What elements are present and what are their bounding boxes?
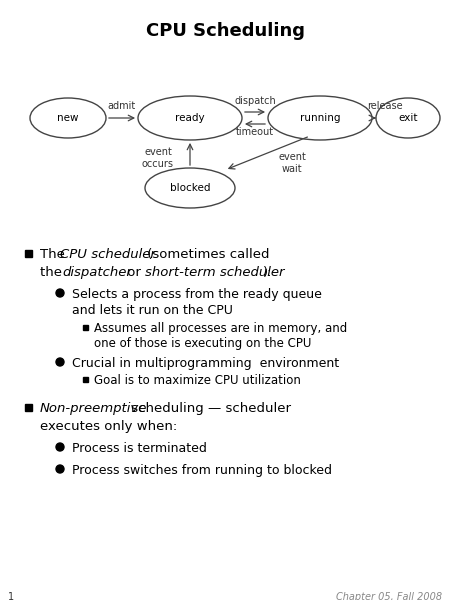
Text: dispatch: dispatch	[234, 96, 276, 106]
Text: CPU Scheduling: CPU Scheduling	[145, 22, 305, 40]
Text: running: running	[300, 113, 340, 123]
Text: blocked: blocked	[170, 183, 210, 193]
Text: Non-preemptive: Non-preemptive	[40, 402, 148, 415]
Text: Goal is to maximize CPU utilization: Goal is to maximize CPU utilization	[94, 374, 301, 387]
Bar	[24, 250, 32, 257]
Text: (sometimes called: (sometimes called	[143, 248, 270, 261]
Text: scheduling — scheduler: scheduling — scheduler	[127, 402, 291, 415]
Circle shape	[56, 443, 64, 451]
Text: ):: ):	[263, 266, 273, 279]
Text: release: release	[367, 101, 403, 111]
Text: Crucial in multiprogramming  environment: Crucial in multiprogramming environment	[72, 357, 339, 370]
Circle shape	[56, 289, 64, 297]
Text: Selects a process from the ready queue: Selects a process from the ready queue	[72, 288, 322, 301]
Text: Chapter 05, Fall 2008: Chapter 05, Fall 2008	[336, 592, 442, 600]
Text: or: or	[123, 266, 145, 279]
Text: timeout: timeout	[236, 127, 274, 137]
Text: Process is terminated: Process is terminated	[72, 442, 207, 455]
Text: CPU scheduler: CPU scheduler	[60, 248, 156, 261]
Text: one of those is executing on the CPU: one of those is executing on the CPU	[94, 337, 311, 350]
Text: exit: exit	[398, 113, 418, 123]
Text: and lets it run on the CPU: and lets it run on the CPU	[72, 304, 233, 317]
Bar	[82, 325, 87, 329]
Circle shape	[56, 358, 64, 366]
Text: new: new	[57, 113, 79, 123]
Text: dispatcher: dispatcher	[62, 266, 132, 279]
Text: admit: admit	[108, 101, 136, 111]
Text: event
wait: event wait	[278, 152, 306, 174]
Bar	[24, 403, 32, 410]
Circle shape	[56, 465, 64, 473]
Text: short-term scheduler: short-term scheduler	[145, 266, 284, 279]
Bar	[82, 377, 87, 382]
Text: 1: 1	[8, 592, 14, 600]
Text: the: the	[40, 266, 66, 279]
Text: event
occurs: event occurs	[142, 147, 174, 169]
Text: executes only when:: executes only when:	[40, 420, 177, 433]
Text: The: The	[40, 248, 69, 261]
Text: Assumes all processes are in memory, and: Assumes all processes are in memory, and	[94, 322, 347, 335]
Text: Process switches from running to blocked: Process switches from running to blocked	[72, 464, 332, 477]
Text: ready: ready	[175, 113, 205, 123]
